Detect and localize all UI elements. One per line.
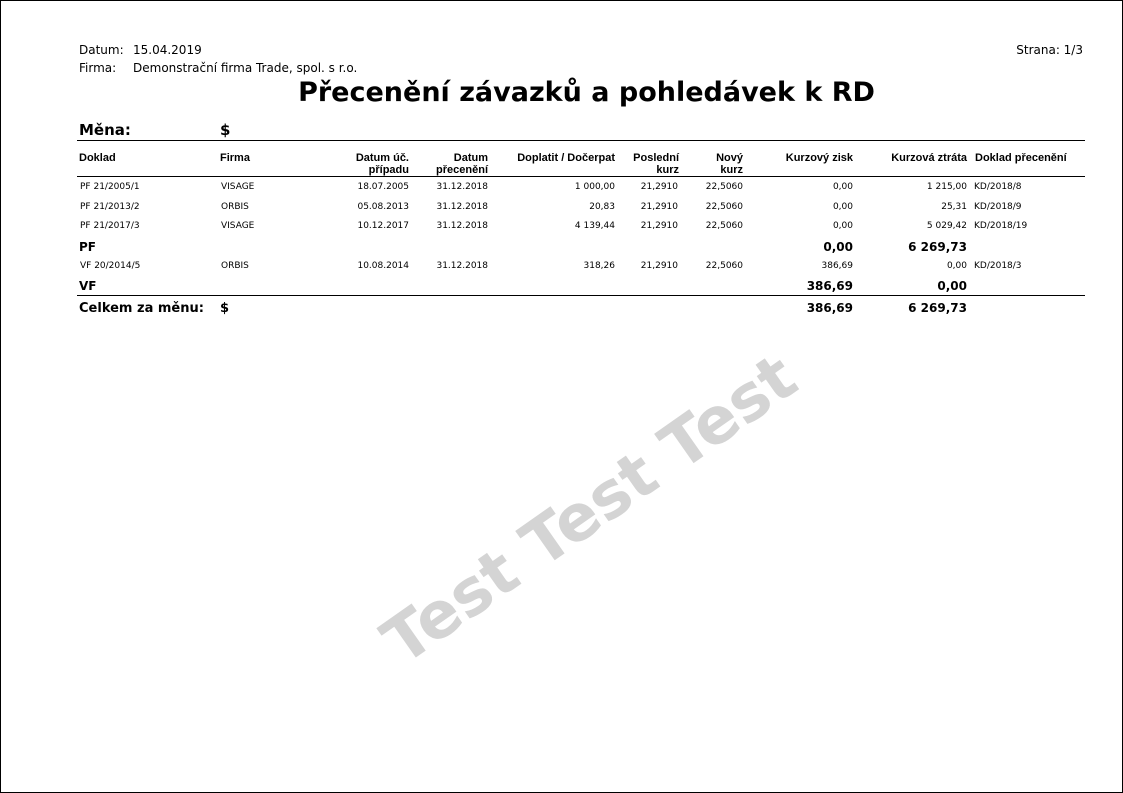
datum-prec-cell: 31.12.2018: [436, 201, 488, 212]
col-datum-uc: Datum úč. případu: [356, 152, 409, 176]
group-subtotal-label: PF: [79, 239, 96, 254]
posledni-kurz-cell: 21,2910: [640, 182, 678, 192]
kurzova-ztrata-cell: 25,31: [941, 201, 967, 212]
doplatit-cell: 4 139,44: [574, 221, 615, 231]
datum-prec-cell: 31.12.2018: [436, 260, 488, 271]
datum-uc-cell: 10.12.2017: [357, 221, 409, 231]
firma-cell: VISAGE: [221, 182, 255, 192]
doklad-preceneni-cell: KD/2018/8: [974, 182, 1022, 192]
firma-label: Firma:: [79, 61, 117, 75]
kurzova-ztrata-cell: 0,00: [946, 260, 967, 271]
datum-value: 15.04.2019: [133, 43, 202, 57]
col-doklad-preceneni: Doklad přecenění: [975, 152, 1067, 164]
firma-value: Demonstrační firma Trade, spol. s r.o.: [133, 61, 358, 75]
col-doplatit: Doplatit / Dočerpat: [517, 152, 615, 164]
doklad-cell: PF 21/2017/3: [80, 221, 140, 231]
kurzova-ztrata-cell: 1 215,00: [926, 182, 967, 192]
novy-kurz-cell: 22,5060: [705, 260, 743, 271]
col-posledni-line1: Poslední: [633, 152, 679, 164]
mena-value: $: [220, 121, 231, 139]
col-novy-kurz: Nový kurz: [716, 152, 743, 176]
col-posledni-line2: kurz: [656, 164, 679, 176]
datum-uc-cell: 18.07.2005: [357, 182, 409, 192]
total-currency: $: [220, 301, 230, 316]
doklad-preceneni-cell: KD/2018/19: [974, 221, 1028, 231]
divider: [77, 140, 1085, 141]
firma-cell: ORBIS: [221, 260, 249, 271]
col-datum-prec: Datum přecenění: [436, 152, 488, 176]
divider: [77, 176, 1085, 177]
col-kurzovy-zisk: Kurzový zisk: [785, 152, 853, 164]
kurzovy-zisk-cell: 386,69: [821, 260, 854, 271]
mena-label: Měna:: [79, 121, 131, 139]
firma-cell: VISAGE: [221, 221, 255, 231]
col-datum-prec-line2: přecenění: [436, 164, 488, 176]
col-kurzova-ztrata: Kurzová ztráta: [891, 152, 967, 164]
col-doklad: Doklad: [79, 152, 116, 164]
group-subtotal-ztrata: 0,00: [937, 279, 967, 293]
group-subtotal-label: VF: [79, 279, 97, 293]
col-datum-uc-line2: případu: [368, 164, 409, 176]
datum-label: Datum:: [79, 43, 124, 57]
doplatit-cell: 20,83: [589, 201, 615, 212]
doplatit-cell: 1 000,00: [574, 182, 615, 192]
col-novy-line1: Nový: [716, 152, 743, 164]
total-ztrata: 6 269,73: [908, 301, 967, 315]
group-subtotal-zisk: 0,00: [823, 239, 853, 254]
novy-kurz-cell: 22,5060: [705, 182, 743, 192]
doklad-cell: VF 20/2014/5: [80, 260, 141, 271]
kurzova-ztrata-cell: 5 029,42: [926, 221, 967, 231]
datum-prec-cell: 31.12.2018: [436, 182, 488, 192]
doklad-preceneni-cell: KD/2018/3: [974, 260, 1022, 271]
col-firma: Firma: [220, 152, 250, 164]
doklad-preceneni-cell: KD/2018/9: [974, 201, 1022, 212]
kurzovy-zisk-cell: 0,00: [832, 182, 853, 192]
report-title: Přecenění závazků a pohledávek k RD: [298, 77, 875, 108]
posledni-kurz-cell: 21,2910: [640, 221, 678, 231]
datum-uc-cell: 10.08.2014: [357, 260, 409, 271]
col-datum-prec-line1: Datum: [453, 152, 488, 164]
kurzovy-zisk-cell: 0,00: [832, 201, 853, 212]
doklad-cell: PF 21/2013/2: [80, 201, 140, 212]
posledni-kurz-cell: 21,2910: [640, 201, 678, 212]
kurzovy-zisk-cell: 0,00: [832, 221, 853, 231]
datum-prec-cell: 31.12.2018: [436, 221, 488, 231]
doklad-cell: PF 21/2005/1: [80, 182, 140, 192]
novy-kurz-cell: 22,5060: [705, 221, 743, 231]
posledni-kurz-cell: 21,2910: [640, 260, 678, 271]
page-number: Strana: 1/3: [1016, 43, 1083, 57]
datum-uc-cell: 05.08.2013: [357, 201, 409, 212]
firma-cell: ORBIS: [221, 201, 249, 212]
doplatit-cell: 318,26: [583, 260, 616, 271]
group-subtotal-zisk: 386,69: [806, 279, 853, 293]
group-subtotal-ztrata: 6 269,73: [908, 239, 967, 254]
total-label: Celkem za měnu:: [79, 301, 204, 316]
total-zisk: 386,69: [806, 301, 853, 315]
col-datum-uc-line1: Datum úč.: [355, 152, 409, 164]
col-novy-line2: kurz: [720, 164, 743, 176]
col-posledni-kurz: Poslední kurz: [633, 152, 679, 176]
divider: [77, 295, 1085, 296]
novy-kurz-cell: 22,5060: [705, 201, 743, 212]
